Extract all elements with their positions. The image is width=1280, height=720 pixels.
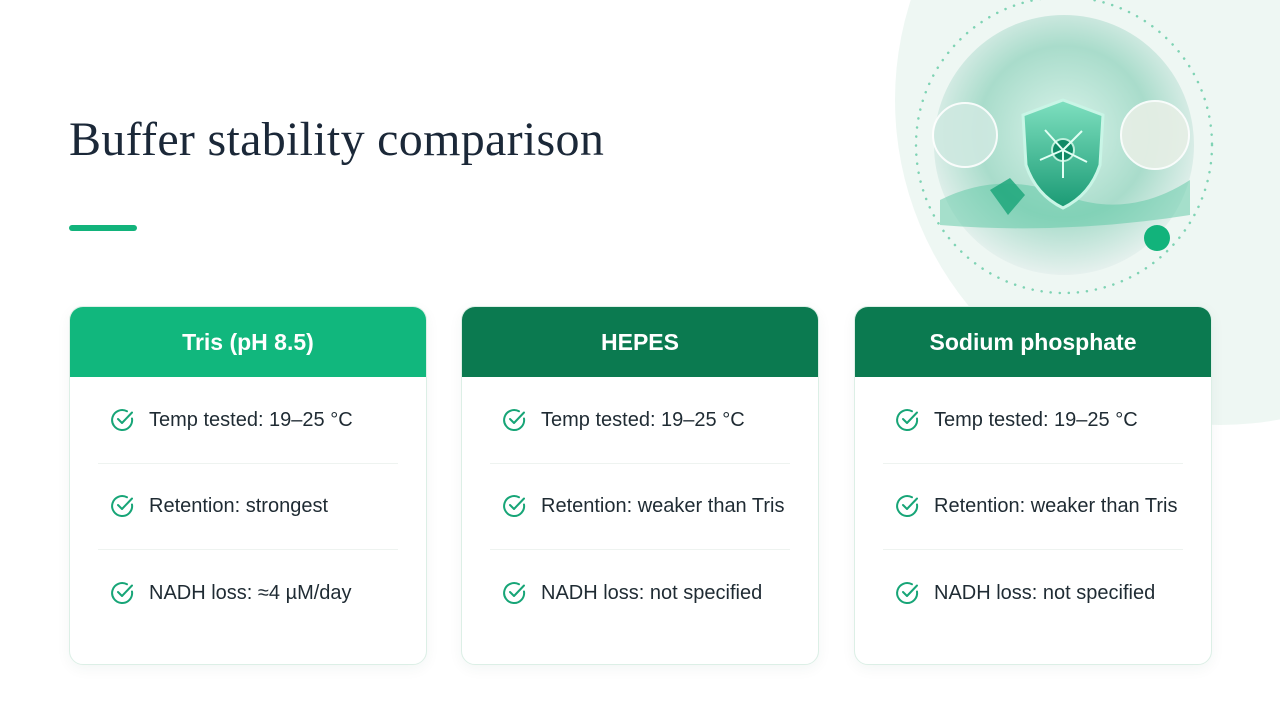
check-icon [503, 495, 526, 518]
card-row: Retention: weaker than Tris [883, 464, 1183, 550]
card-body: Temp tested: 19–25 °C Retention: stronges… [70, 377, 426, 637]
check-icon [503, 582, 526, 605]
bonds [1039, 129, 1088, 178]
card: HEPES Temp tested: 19–25 °C Retention: wea… [461, 306, 819, 665]
card-row: Temp tested: 19–25 °C [883, 377, 1183, 464]
card: Sodium phosphate Temp tested: 19–25 °C Ret… [854, 306, 1212, 665]
gem [990, 178, 1025, 215]
card-row: Temp tested: 19–25 °C [98, 377, 398, 464]
card-row: Retention: strongest [98, 464, 398, 550]
check-icon [111, 582, 134, 605]
sphere [1120, 100, 1190, 170]
row-text: NADH loss: ≈4 µM/day [149, 582, 352, 605]
card-header: Tris (pH 8.5) [70, 307, 426, 377]
card-row: Temp tested: 19–25 °C [490, 377, 790, 464]
check-icon [503, 408, 526, 431]
card-header: Sodium phosphate [855, 307, 1211, 377]
row-text: Temp tested: 19–25 °C [541, 408, 745, 431]
card-header: HEPES [462, 307, 818, 377]
card-row: NADH loss: not specified [883, 550, 1183, 637]
sphere [932, 102, 998, 168]
accent-dot [1144, 225, 1170, 251]
row-text: NADH loss: not specified [934, 582, 1156, 605]
card: Tris (pH 8.5) Temp tested: 19–25 °C Retent… [69, 306, 427, 665]
card-row: NADH loss: ≈4 µM/day [98, 550, 398, 637]
card-row: NADH loss: not specified [490, 550, 790, 637]
dotted-ring [914, 0, 1214, 295]
check-icon [896, 408, 919, 431]
title: Buffer stability comparison [69, 113, 605, 166]
row-text: Temp tested: 19–25 °C [149, 408, 353, 431]
title-rule [69, 225, 137, 231]
row-text: Retention: weaker than Tris [934, 495, 1178, 518]
check-icon [111, 495, 134, 518]
check-icon [896, 582, 919, 605]
card-body: Temp tested: 19–25 °C Retention: weaker t… [855, 377, 1211, 637]
row-text: NADH loss: not specified [541, 582, 763, 605]
check-icon [111, 408, 134, 431]
card-body: Temp tested: 19–25 °C Retention: weaker t… [462, 377, 818, 637]
check-icon [896, 495, 919, 518]
row-text: Retention: weaker than Tris [541, 495, 785, 518]
row-text: Temp tested: 19–25 °C [934, 408, 1138, 431]
card-row: Retention: weaker than Tris [490, 464, 790, 550]
row-text: Retention: strongest [149, 495, 328, 518]
